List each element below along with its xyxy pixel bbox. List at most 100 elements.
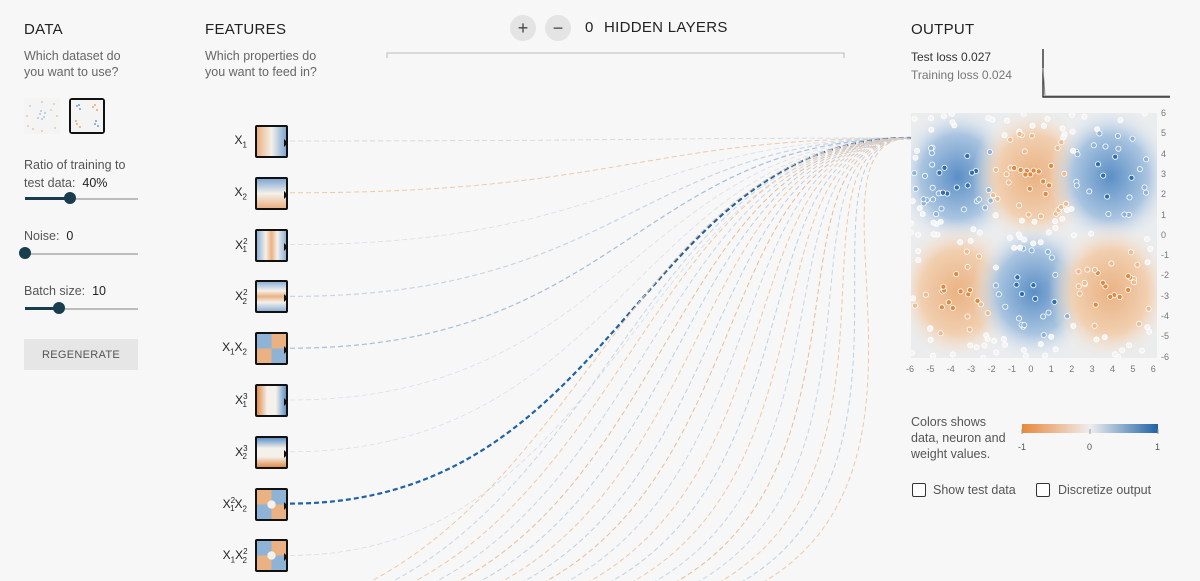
data-point [1126,194,1133,201]
slider-thumb[interactable] [19,247,31,259]
data-point [1045,229,1052,236]
feature-node[interactable] [255,487,288,521]
y-tick-label: 3 [1161,168,1167,179]
data-point [957,288,964,295]
data-point [987,197,994,204]
data-point [970,226,977,233]
data-point [992,282,999,289]
data-point [920,196,927,203]
feature-node[interactable] [255,280,288,314]
data-point [964,182,971,189]
data-point [1029,122,1036,129]
data-point [926,325,933,332]
data-point [1084,266,1091,273]
dataset-xor-thumb[interactable] [69,98,105,134]
data-point [1054,145,1061,152]
feature-node[interactable] [255,125,288,158]
feature-label: X2 [234,184,247,202]
data-point [1100,172,1107,179]
data-point [933,211,940,218]
data-point [928,126,935,133]
batch-slider[interactable] [25,302,138,316]
data-point [1081,113,1088,120]
remove-layer-button[interactable]: − [545,15,571,41]
feature-link [697,137,912,581]
data-point [957,239,964,246]
data-point [1011,244,1018,251]
data-point [911,220,914,227]
data-point [994,195,1001,202]
add-layer-button[interactable]: + [510,15,536,41]
slider-track [25,253,138,255]
data-point [1026,185,1033,192]
feature-node[interactable] [255,332,288,366]
ratio-label: Ratio of training to test data: 40% [24,156,125,192]
feature-label: X1 [234,133,247,150]
data-point [1104,193,1111,200]
data-point [995,291,1002,298]
data-point [1037,341,1044,348]
feature-link [566,137,912,581]
feature-link [676,137,912,581]
show-test-data-label[interactable]: Show test data [933,483,1016,497]
data-point [1134,261,1141,268]
data-point [1021,148,1028,155]
data-point [1035,168,1042,175]
feature-node[interactable] [255,176,288,210]
data-point [976,229,983,236]
feature-label: X32 [235,443,248,462]
dataset-circle-thumb[interactable] [24,98,60,134]
regenerate-button[interactable]: REGENERATE [24,339,138,370]
data-point [1017,167,1024,174]
x-tick-label: 5 [1130,364,1136,374]
discretize-output-label[interactable]: Discretize output [1058,483,1152,497]
y-tick-label: 5 [1161,128,1167,139]
discretize-output-checkbox[interactable] [1036,483,1050,497]
data-point [963,248,970,255]
data-point [1052,271,1059,278]
y-tick-label: 1 [1161,209,1167,220]
data-point [964,153,971,160]
data-point [1011,165,1018,172]
show-test-data-checkbox[interactable] [912,483,926,497]
data-point [1046,182,1053,189]
feature-node[interactable] [255,228,288,262]
feature-link [719,137,912,581]
ratio-slider[interactable] [25,192,138,206]
data-point [930,231,937,238]
x-tick-label: 2 [1069,364,1075,374]
data-point [1020,346,1027,353]
feature-node[interactable] [255,539,288,573]
data-point [992,212,999,219]
noise-slider[interactable] [19,247,138,261]
data-point [1111,351,1118,358]
data-point [1013,281,1020,288]
data-point [1000,335,1007,342]
color-legend-bar [1021,424,1159,434]
legend-line3: weight values. [911,447,991,461]
slider-thumb[interactable] [64,192,77,204]
data-point [1016,131,1023,138]
feature-label: X1X2 [222,340,247,357]
feature-node[interactable] [255,435,288,469]
feature-link [289,137,912,401]
hidden-layers-label: HIDDEN LAYERS [604,19,728,36]
data-point [915,231,922,238]
data-point [1042,190,1049,197]
data-point [1145,305,1152,312]
data-point [960,206,967,213]
feature-node[interactable] [255,384,288,417]
data-point [1090,142,1097,149]
feature-link [610,137,912,581]
data-point [1138,347,1145,354]
slider-thumb[interactable] [52,302,65,314]
data-point [1116,293,1123,300]
data-point [1002,303,1009,310]
data-point [1059,215,1066,222]
data-point [930,352,936,358]
data-point [911,170,918,177]
batch-value: 10 [92,284,106,298]
data-point [949,351,956,358]
y-tick-label: -2 [1161,270,1170,281]
